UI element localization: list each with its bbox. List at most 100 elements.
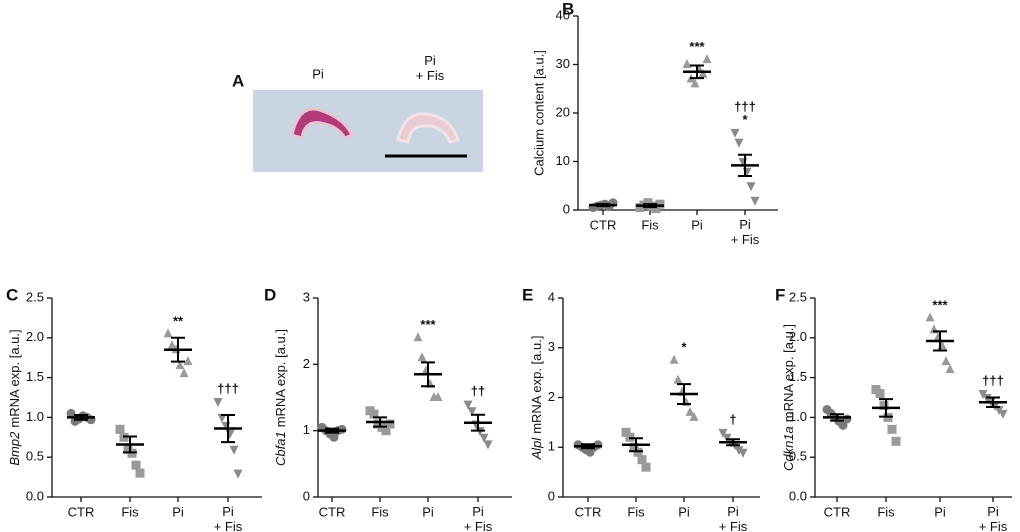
data-point bbox=[167, 340, 177, 350]
x-tick-label: Pi + Fis bbox=[719, 504, 748, 532]
panel-letter: C bbox=[6, 285, 18, 304]
data-point bbox=[738, 448, 748, 458]
x-tick-label: CTR bbox=[575, 504, 602, 519]
panel-letter: E bbox=[522, 285, 533, 304]
panel-letter: A bbox=[232, 71, 244, 90]
y-tick-label: 1.5 bbox=[26, 369, 44, 384]
y-tick-label: 0 bbox=[563, 201, 570, 216]
error-bar bbox=[221, 414, 235, 444]
y-tick-label: 2.0 bbox=[26, 329, 44, 344]
tissue-pi-fis bbox=[396, 112, 460, 144]
data-point bbox=[483, 440, 493, 450]
label-text: mRNA exp. [a.u.] bbox=[529, 336, 544, 434]
data-point bbox=[682, 59, 692, 68]
y-axis-label: Cdkn1a mRNA exp. [a.u.] bbox=[781, 324, 796, 471]
y-tick-label: 1.0 bbox=[26, 409, 44, 424]
y-tick-label: 3 bbox=[303, 289, 310, 304]
significance: *** bbox=[420, 317, 436, 332]
x-tick-label: Fis bbox=[877, 504, 895, 519]
data-point bbox=[945, 364, 955, 374]
data-point bbox=[369, 409, 379, 419]
error-bar bbox=[738, 153, 752, 178]
error-bar bbox=[325, 427, 339, 434]
error-bar bbox=[74, 414, 88, 421]
error-bar bbox=[933, 330, 947, 352]
data-point bbox=[479, 433, 489, 443]
data-point bbox=[655, 199, 665, 209]
data-point bbox=[413, 332, 423, 342]
error-bar bbox=[471, 413, 485, 432]
data-point bbox=[467, 407, 477, 417]
data-point bbox=[734, 138, 744, 148]
data-point bbox=[175, 360, 185, 370]
data-point bbox=[417, 352, 427, 362]
data-point bbox=[179, 368, 189, 378]
y-tick-label: 1 bbox=[303, 422, 310, 437]
x-tick-label: Fis bbox=[371, 504, 389, 519]
y-axis-label: Bmp2 mRNA exp. [a.u.] bbox=[7, 329, 22, 465]
data-point bbox=[213, 397, 223, 407]
error-bar bbox=[677, 383, 691, 405]
data-point bbox=[879, 400, 889, 410]
data-point bbox=[891, 436, 901, 446]
y-tick-label: 2 bbox=[303, 356, 310, 371]
y-tick-label: 30 bbox=[556, 56, 570, 71]
data-point bbox=[690, 78, 700, 88]
panel-letter: D bbox=[264, 285, 276, 304]
label-text: mRNA exp. [a.u.] bbox=[7, 329, 22, 427]
y-axis-label: Cbfa1 mRNA exp. [a.u.] bbox=[273, 329, 288, 466]
caption: Pi + Fis bbox=[416, 53, 445, 83]
error-bar bbox=[830, 413, 844, 422]
data-point bbox=[887, 424, 897, 434]
y-axis-label: Calcium content [a.u.] bbox=[531, 50, 546, 176]
data-point bbox=[685, 406, 695, 416]
y-tick-label: 2.0 bbox=[789, 329, 807, 344]
data-point bbox=[381, 426, 391, 436]
panel-a: A bbox=[232, 71, 483, 172]
data-point bbox=[730, 128, 740, 138]
tissue-pi bbox=[290, 107, 355, 140]
significance: † bbox=[729, 412, 736, 427]
data-point bbox=[842, 414, 852, 424]
data-point bbox=[229, 445, 239, 455]
error-bar bbox=[643, 203, 657, 209]
y-tick-label: 4 bbox=[548, 289, 555, 304]
data-point bbox=[463, 400, 473, 410]
error-bar bbox=[581, 443, 595, 450]
axis-line bbox=[562, 298, 760, 498]
y-tick-label: 0.0 bbox=[26, 488, 44, 503]
error-bar bbox=[171, 336, 185, 363]
data-point bbox=[702, 54, 712, 64]
data-point bbox=[750, 196, 760, 206]
gene-name: Bmp2 bbox=[7, 431, 22, 466]
data-point bbox=[673, 374, 683, 384]
x-tick-label: Fis bbox=[627, 504, 645, 519]
data-point bbox=[329, 432, 339, 442]
data-point bbox=[998, 409, 1008, 419]
y-tick-label: 0 bbox=[548, 488, 555, 503]
y-tick-label: 0.5 bbox=[789, 449, 807, 464]
x-tick-label: Pi bbox=[678, 504, 690, 519]
panel-letter: B bbox=[562, 0, 574, 18]
label-text: mRNA exp. [a.u.] bbox=[781, 324, 796, 422]
data-point bbox=[698, 68, 708, 78]
significance: * bbox=[742, 112, 748, 127]
data-point bbox=[941, 356, 951, 366]
data-point bbox=[621, 427, 631, 437]
x-tick-label: Pi + Fis bbox=[731, 217, 760, 247]
x-tick-label: Pi + Fis bbox=[214, 504, 243, 532]
significance: *** bbox=[689, 39, 705, 54]
significance: ††† bbox=[734, 99, 756, 114]
data-point bbox=[385, 419, 395, 429]
x-tick-label: Fis bbox=[641, 217, 659, 232]
data-point bbox=[925, 312, 935, 322]
y-tick-label: 0.5 bbox=[26, 449, 44, 464]
y-axis-label: Alpl mRNA exp. [a.u.] bbox=[529, 336, 544, 461]
x-tick-label: CTR bbox=[590, 217, 617, 232]
significance: ††† bbox=[982, 373, 1004, 388]
gene-name: Cbfa1 bbox=[273, 431, 288, 466]
x-tick-label: Pi + Fis bbox=[464, 504, 493, 532]
y-tick-label: 0.0 bbox=[789, 488, 807, 503]
x-tick-label: Pi bbox=[691, 217, 703, 232]
